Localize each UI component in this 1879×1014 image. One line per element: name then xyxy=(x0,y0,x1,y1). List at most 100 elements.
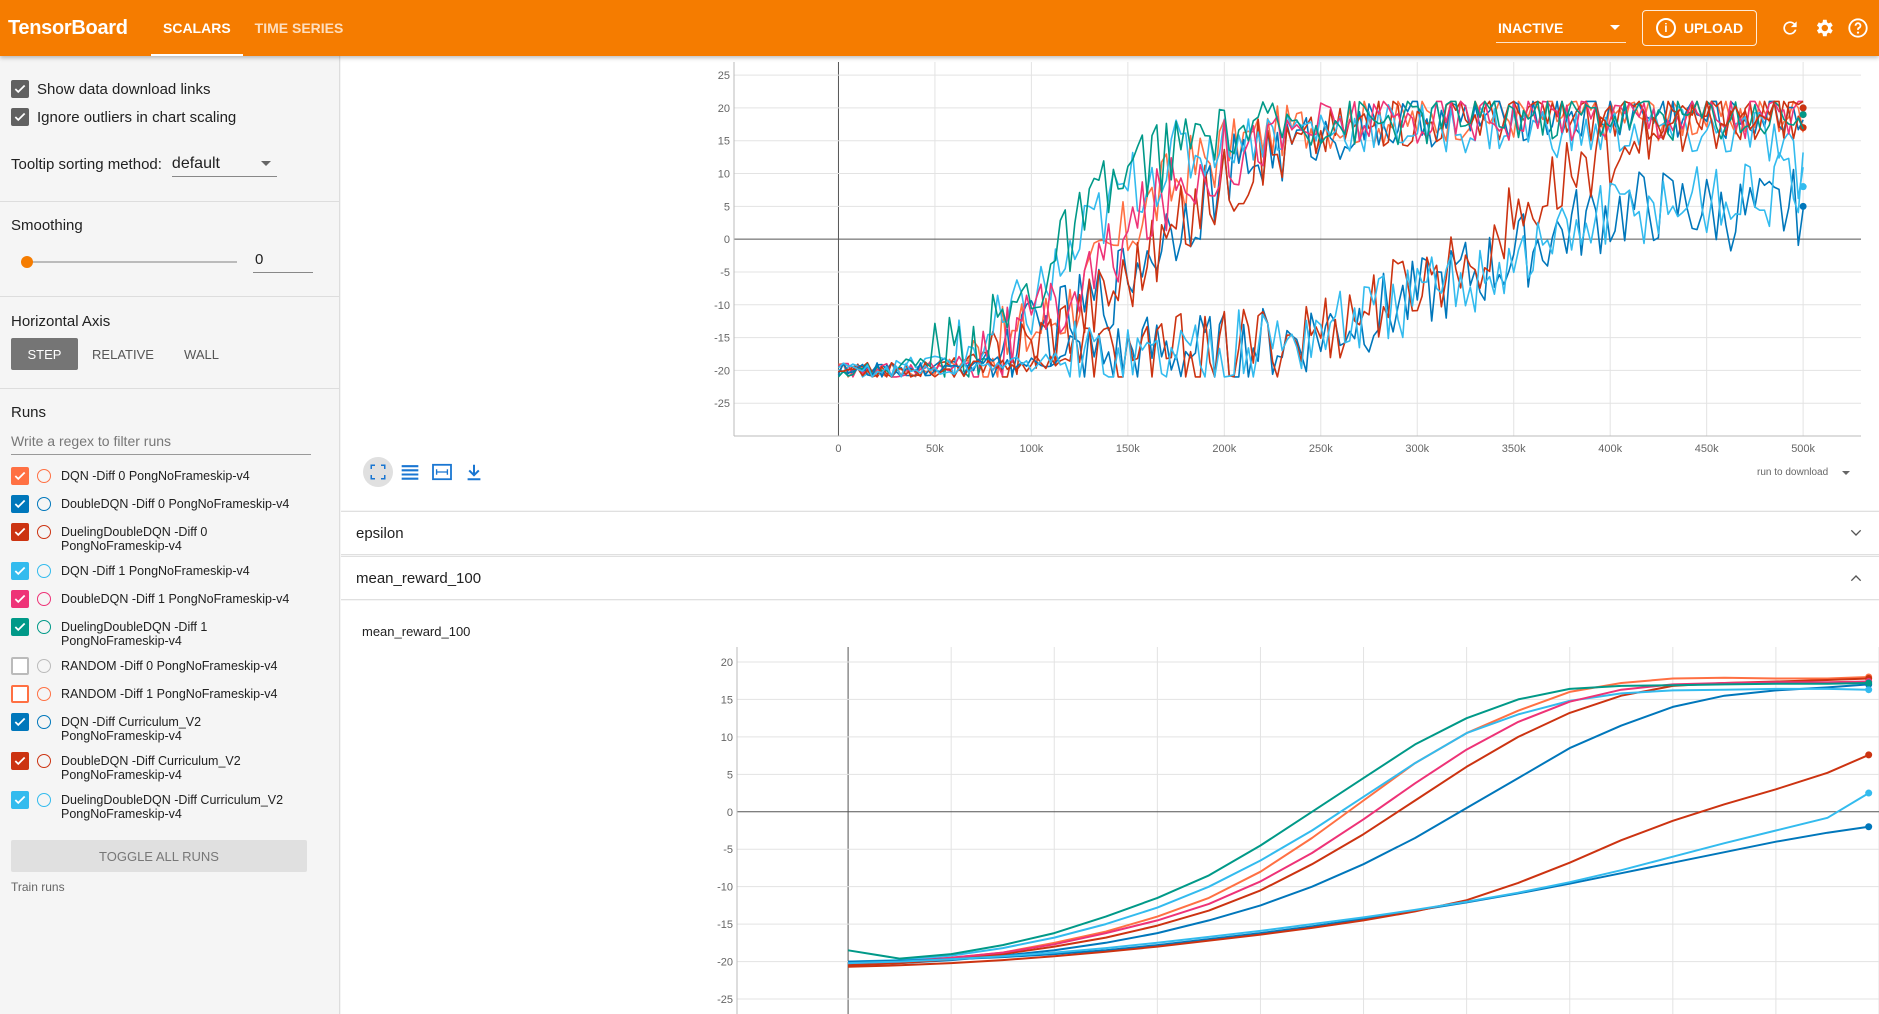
y-tick-label: -5 xyxy=(720,267,730,279)
y-tick-label: -20 xyxy=(717,957,733,969)
y-tick-label: 25 xyxy=(718,70,730,82)
run-item[interactable]: DoubleDQN -Diff Curriculum_V2 PongNoFram… xyxy=(11,752,328,791)
tab-scalars[interactable]: SCALARS xyxy=(151,0,243,56)
divider xyxy=(0,296,339,297)
y-tick-label: -15 xyxy=(717,919,733,931)
panel-mean-reward-header[interactable]: mean_reward_100 xyxy=(341,556,1879,600)
run-label: RANDOM -Diff 1 PongNoFrameskip-v4 xyxy=(61,687,278,701)
run-item[interactable]: DQN -Diff 0 PongNoFrameskip-v4 xyxy=(11,467,328,495)
x-tick-label: 350k xyxy=(1502,443,1526,455)
run-item[interactable]: DoubleDQN -Diff 0 PongNoFrameskip-v4 xyxy=(11,495,328,523)
series-line xyxy=(847,682,1869,960)
run-color-circle-icon[interactable] xyxy=(37,497,51,511)
run-color-circle-icon[interactable] xyxy=(37,469,51,483)
checkbox-checked-icon[interactable] xyxy=(11,495,29,513)
axis-relative-button[interactable]: RELATIVE xyxy=(92,346,154,362)
run-label: RANDOM -Diff 0 PongNoFrameskip-v4 xyxy=(61,659,278,673)
upload-button[interactable]: i UPLOAD xyxy=(1642,10,1757,46)
y-tick-label: -25 xyxy=(717,994,733,1006)
main-content: 0 50k 100k 150k 200k 250k 300k 350k 400k 450k 500k… xyxy=(341,56,1879,1014)
reward-chart[interactable]: 0 50k 100k 150k 200k 250k 300k 350k 400k 450k 500k… xyxy=(341,56,1879,456)
smoothing-slider[interactable] xyxy=(21,256,237,268)
run-download-select[interactable]: run to download xyxy=(1757,467,1856,478)
show-download-links-checkbox[interactable]: Show data download links xyxy=(11,75,328,103)
upload-label: UPLOAD xyxy=(1683,20,1744,36)
panel-epsilon-label: epsilon xyxy=(356,524,404,542)
chevron-down-icon xyxy=(260,161,271,166)
checkbox-checked-icon[interactable] xyxy=(11,467,29,485)
run-color-circle-icon[interactable] xyxy=(37,715,51,729)
run-label: DoubleDQN -Diff 0 PongNoFrameskip-v4 xyxy=(61,497,290,511)
run-item[interactable]: DuelingDoubleDQN -Diff 0 PongNoFrameskip… xyxy=(11,523,328,562)
run-label: DQN -Diff Curriculum_V2 PongNoFrameskip-… xyxy=(61,715,202,743)
run-color-circle-icon[interactable] xyxy=(37,620,51,634)
horizontal-axis-toggle: STEP RELATIVE WALL xyxy=(11,338,328,370)
runs-list: DQN -Diff 0 PongNoFrameskip-v4 DoubleDQN … xyxy=(11,467,328,830)
series-line xyxy=(848,687,1869,963)
run-color-circle-icon[interactable] xyxy=(37,525,51,539)
download-icon[interactable] xyxy=(459,457,489,487)
smoothing-input[interactable]: 0 xyxy=(253,251,313,273)
checkbox-unchecked-icon[interactable] xyxy=(11,685,29,703)
y-tick-label: -25 xyxy=(714,398,730,410)
y-tick-label: -15 xyxy=(714,333,730,345)
run-item[interactable]: DQN -Diff Curriculum_V2 PongNoFrameskip-… xyxy=(11,713,328,752)
x-tick-label: 0 xyxy=(835,443,841,455)
run-color-circle-icon[interactable] xyxy=(37,793,51,807)
panel-epsilon-header[interactable]: epsilon xyxy=(341,511,1879,555)
tab-time-series[interactable]: TIME SERIES xyxy=(254,20,344,36)
run-item[interactable]: RANDOM -Diff 0 PongNoFrameskip-v4 xyxy=(11,657,328,685)
y-tick-label: -5 xyxy=(723,844,733,856)
run-item[interactable]: DoubleDQN -Diff 1 PongNoFrameskip-v4 xyxy=(11,590,328,618)
checkbox-unchecked-icon[interactable] xyxy=(11,657,29,675)
series-line xyxy=(848,753,1870,968)
fullscreen-icon[interactable] xyxy=(363,457,393,487)
x-tick-label: 400k xyxy=(1598,443,1622,455)
run-color-circle-icon[interactable] xyxy=(37,564,51,578)
help-icon[interactable] xyxy=(1841,11,1875,45)
horizontal-axis-label: Horizontal Axis xyxy=(11,313,111,330)
gear-icon[interactable] xyxy=(1807,11,1841,45)
run-item[interactable]: DuelingDoubleDQN -Diff 1 PongNoFrameskip… xyxy=(11,618,328,657)
series-line xyxy=(848,825,1869,963)
run-item[interactable]: RANDOM -Diff 1 PongNoFrameskip-v4 xyxy=(11,685,328,713)
run-color-circle-icon[interactable] xyxy=(37,687,51,701)
axis-step-button[interactable]: STEP xyxy=(11,338,78,370)
checkbox-checked-icon[interactable] xyxy=(11,791,29,809)
brand-logo[interactable]: TensorBoard xyxy=(8,16,128,39)
run-item[interactable]: DQN -Diff 1 PongNoFrameskip-v4 xyxy=(11,562,328,590)
checkbox-checked-icon[interactable] xyxy=(11,562,29,580)
axis-wall-button[interactable]: WALL xyxy=(184,346,219,362)
chevron-down-icon[interactable] xyxy=(1848,525,1864,541)
refresh-icon[interactable] xyxy=(1773,11,1807,45)
run-color-circle-icon[interactable] xyxy=(37,659,51,673)
ignore-outliers-checkbox[interactable]: Ignore outliers in chart scaling xyxy=(11,103,328,131)
checkbox-checked-icon[interactable] xyxy=(11,713,29,731)
chevron-down-icon xyxy=(1610,25,1620,30)
y-tick-label: -10 xyxy=(717,882,733,894)
chevron-up-icon[interactable] xyxy=(1848,570,1864,586)
y-tick-label: 10 xyxy=(721,732,733,744)
data-table-icon[interactable] xyxy=(395,457,425,487)
slider-handle[interactable] xyxy=(21,256,33,268)
info-icon: i xyxy=(1655,18,1676,38)
x-tick-label: 300k xyxy=(1405,443,1429,455)
checkbox-checked-icon[interactable] xyxy=(11,108,29,126)
checkbox-checked-icon[interactable] xyxy=(11,590,29,608)
x-tick-label: 150k xyxy=(1116,443,1140,455)
fit-domain-icon[interactable] xyxy=(427,457,457,487)
tooltip-sorting-select[interactable]: default xyxy=(171,151,277,177)
run-item[interactable]: DuelingDoubleDQN -Diff Curriculum_V2 Pon… xyxy=(11,791,328,830)
checkbox-checked-icon[interactable] xyxy=(11,618,29,636)
checkbox-checked-icon[interactable] xyxy=(11,80,29,98)
run-label: DoubleDQN -Diff 1 PongNoFrameskip-v4 xyxy=(61,592,290,606)
run-filter-input[interactable]: Write a regex to filter runs xyxy=(11,429,311,455)
checkbox-checked-icon[interactable] xyxy=(11,752,29,770)
status-select[interactable]: INACTIVE xyxy=(1496,13,1626,43)
run-color-circle-icon[interactable] xyxy=(37,754,51,768)
checkbox-checked-icon[interactable] xyxy=(11,523,29,541)
toggle-all-runs-button[interactable]: TOGGLE ALL RUNS xyxy=(11,840,307,872)
y-tick-label: 10 xyxy=(718,169,730,181)
run-color-circle-icon[interactable] xyxy=(37,592,51,606)
mean-reward-chart[interactable]: 20 15 10 5 0 -5 -10 -15 -20 -25 xyxy=(341,601,1879,1014)
